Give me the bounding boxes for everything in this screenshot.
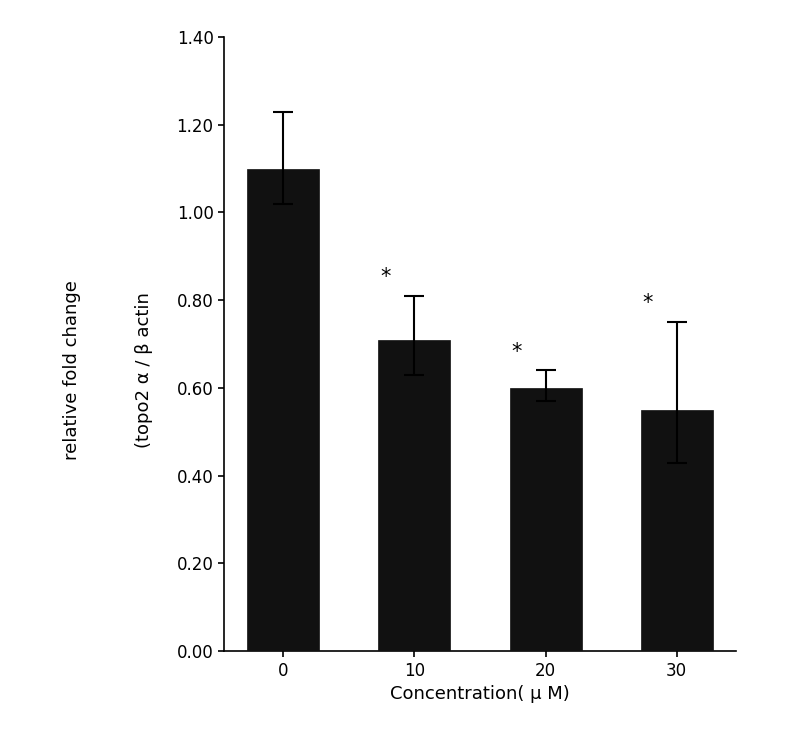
Bar	[378, 340, 450, 651]
Bar	[641, 410, 713, 651]
Text: *: *	[642, 293, 653, 313]
Text: *: *	[511, 342, 522, 362]
Bar	[510, 388, 582, 651]
Text: (topo2 α / β actin: (topo2 α / β actin	[135, 292, 153, 448]
Text: *: *	[381, 267, 390, 287]
Text: relative fold change: relative fold change	[63, 280, 81, 460]
Bar	[247, 169, 319, 651]
X-axis label: Concentration( μ M): Concentration( μ M)	[390, 685, 570, 703]
